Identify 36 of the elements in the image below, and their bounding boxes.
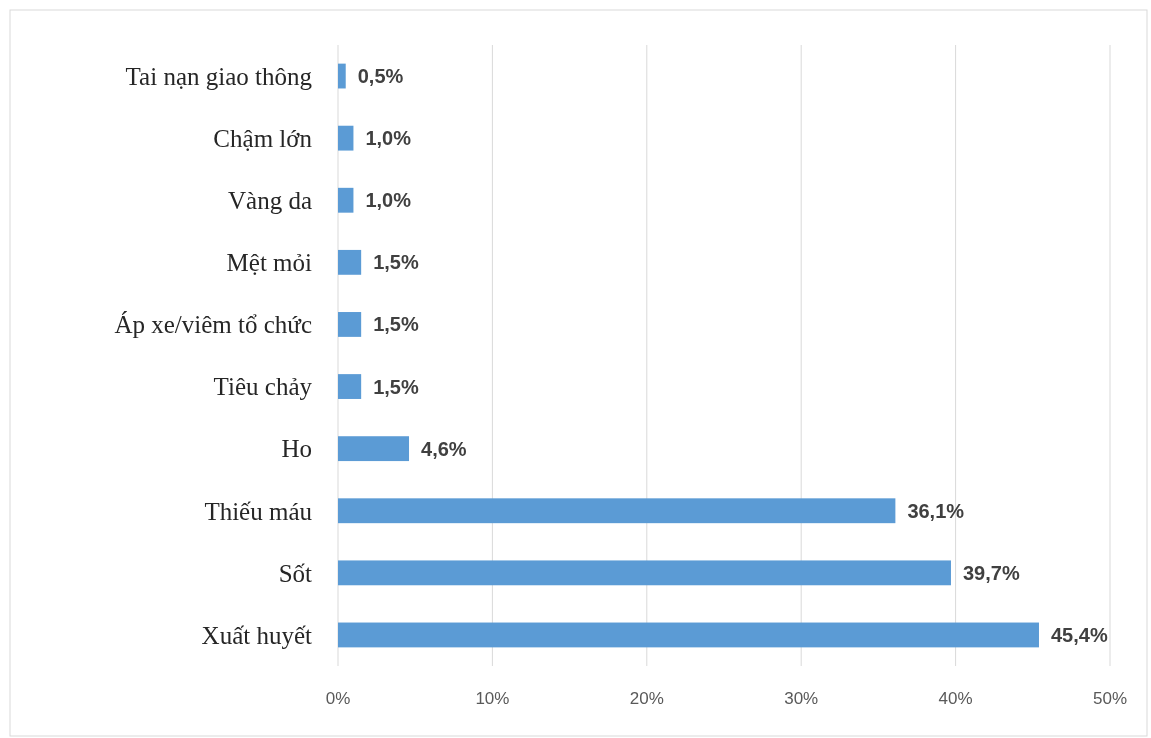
x-tick-label: 50% bbox=[1092, 689, 1128, 708]
bar bbox=[338, 312, 362, 337]
bar bbox=[338, 436, 410, 462]
y-tick-label: Xuất huyết bbox=[201, 621, 313, 649]
x-tick-label: 40% bbox=[938, 689, 973, 708]
bar bbox=[338, 249, 362, 275]
data-label: 1,0% bbox=[365, 127, 412, 150]
y-tick-label: Ho bbox=[281, 435, 312, 463]
y-tick-label: Vàng da bbox=[228, 187, 312, 214]
data-label: 1,5% bbox=[373, 313, 419, 336]
y-tick-label: Tai nạn giao thông bbox=[125, 62, 313, 90]
data-label: 4,6% bbox=[421, 437, 467, 460]
y-tick-label: Thiếu máu bbox=[204, 497, 313, 525]
x-tick-label: 0% bbox=[325, 689, 351, 708]
bar bbox=[338, 622, 1039, 648]
y-tick-label: Tiêu chảy bbox=[213, 373, 313, 401]
y-tick-label: Chậm lớn bbox=[213, 124, 313, 152]
bar bbox=[338, 374, 362, 399]
bar bbox=[338, 560, 951, 586]
data-label: 1,5% bbox=[373, 251, 419, 274]
bar bbox=[338, 63, 346, 89]
x-tick-label: 20% bbox=[629, 689, 664, 708]
x-tick-label: 30% bbox=[784, 689, 819, 708]
y-tick-label: Mệt mỏi bbox=[226, 249, 313, 277]
data-label: 1,0% bbox=[365, 189, 412, 212]
y-tick-label: Áp xe/viêm tổ chức bbox=[114, 311, 312, 339]
data-label: 1,5% bbox=[373, 375, 419, 398]
bar bbox=[338, 498, 896, 524]
bar bbox=[338, 187, 354, 213]
y-tick-label: Sốt bbox=[278, 559, 313, 587]
data-label: 0,5% bbox=[357, 65, 404, 88]
data-label: 45,4% bbox=[1050, 623, 1108, 646]
bar bbox=[338, 125, 354, 151]
x-tick-label: 10% bbox=[475, 689, 510, 708]
data-label: 36,1% bbox=[907, 499, 965, 522]
data-label: 39,7% bbox=[962, 561, 1020, 584]
